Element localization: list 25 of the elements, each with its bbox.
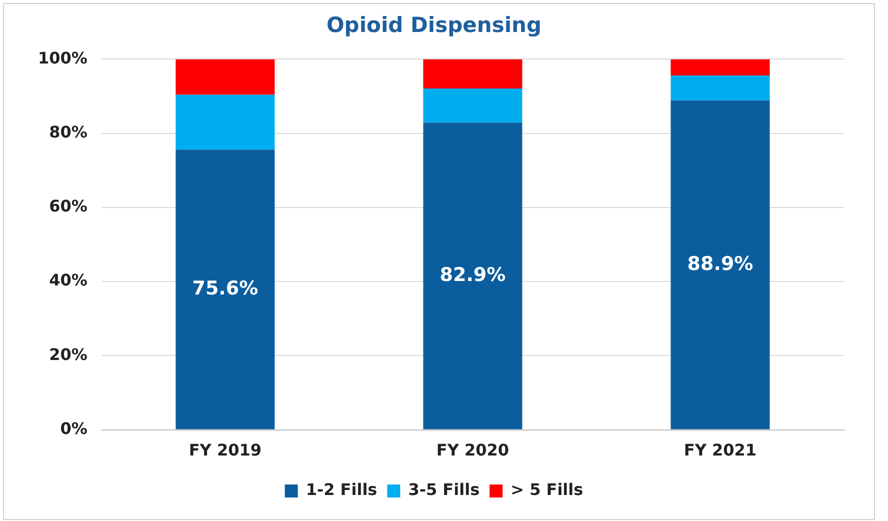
data-label: 82.9%	[440, 264, 506, 286]
bar	[670, 100, 770, 430]
chart-title: Opioid Dispensing	[326, 13, 542, 38]
bar	[423, 59, 522, 88]
y-tick-label: 80%	[49, 122, 88, 142]
bar	[176, 94, 275, 150]
y-tick-label: 20%	[49, 344, 88, 364]
y-tick-label: 60%	[49, 196, 88, 216]
y-tick-label: 0%	[60, 418, 88, 438]
data-label: 88.9%	[687, 252, 754, 275]
legend-label: > 5 Fills	[510, 480, 584, 500]
bar	[423, 122, 522, 430]
data-label: 75.6%	[192, 277, 258, 300]
bar	[423, 88, 522, 123]
legend-label: 1-2 Fills	[306, 480, 378, 500]
y-tick-label: 40%	[49, 270, 88, 290]
y-tick-label: 100%	[38, 48, 88, 68]
x-tick-label: FY 2020	[436, 440, 510, 460]
bar	[176, 59, 275, 95]
bar	[176, 150, 275, 430]
bar	[670, 76, 770, 100]
x-tick-label: FY 2021	[684, 440, 757, 460]
legend-label: 3-5 Fills	[408, 480, 480, 500]
x-tick-label: FY 2019	[188, 440, 262, 460]
bar	[670, 59, 770, 76]
